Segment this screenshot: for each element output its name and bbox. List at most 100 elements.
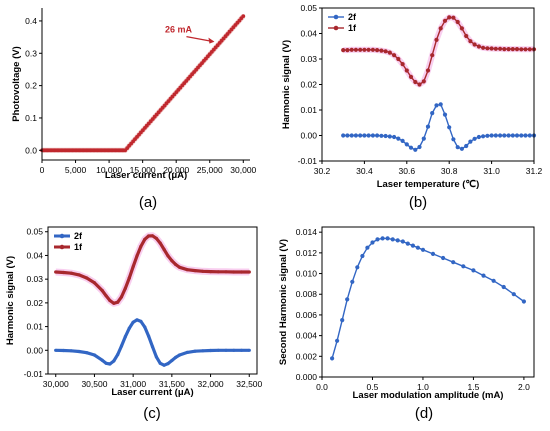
- series-line-2f-c: [55, 318, 250, 367]
- data-point-2f-c-28: [193, 349, 197, 353]
- y-tick-label-c-2: 0.01: [26, 322, 43, 332]
- data-point-1f-b-5: [362, 47, 367, 52]
- data-point-1f-b-40: [510, 47, 515, 52]
- x-tick-label-a-3: 15,000: [130, 165, 156, 175]
- data-point-2f-b-19: [421, 136, 426, 141]
- data-point-1f-c-30: [209, 270, 213, 274]
- y-tick-label-b-2: 0.01: [300, 105, 317, 115]
- x-tick-label-a-5: 25,000: [197, 165, 223, 175]
- data-point-series-d-16: [410, 243, 415, 248]
- y-tick-label-d-0: 0.000: [296, 372, 318, 382]
- data-point-1f-b-42: [519, 47, 524, 52]
- data-point-2f-c-0: [54, 348, 58, 352]
- data-point-1f-c-7: [104, 294, 108, 298]
- x-tick-label-b-4: 31.0: [483, 166, 500, 176]
- y-tick-label-b-1: 0.00: [300, 131, 317, 141]
- data-point-2f-b-34: [485, 133, 490, 138]
- x-axis-label-d: Laser modulation amplitude (mA): [353, 390, 504, 401]
- chart-b: 30.2 30.4 30.6 30.8 31.0 31.2 -0.01 0.00 0.01 0.0…: [281, 3, 543, 190]
- y-tick-label-d-6: 0.012: [296, 248, 318, 258]
- data-point-1f-b-10: [383, 49, 388, 54]
- data-point-1f-c-1: [61, 270, 66, 275]
- data-point-series-d-23: [471, 268, 476, 273]
- y-axis-label-a: Photovoltage (V): [11, 46, 22, 121]
- data-point-1f-b-25: [447, 15, 452, 20]
- data-point-2f-b-1: [345, 133, 350, 138]
- x-axis-label-a: Laser current (μA): [105, 170, 187, 181]
- chart-a: 0 5,000 10,000 15,000 20,000 25,000 30,000 0.0 0…: [11, 8, 257, 181]
- data-point-series-d-11: [385, 236, 390, 241]
- legend-marker-1f-c: [59, 244, 65, 250]
- data-point-2f-c-22: [162, 363, 166, 367]
- legend-label-2f-c: 2f: [74, 231, 83, 241]
- data-point-1f-c-28: [193, 269, 197, 273]
- data-point-2f-b-41: [514, 133, 520, 138]
- plot-frame-c: [47, 226, 258, 375]
- data-point-1f-c-25: [174, 262, 178, 267]
- data-point-series-d-24: [481, 273, 486, 278]
- data-point-series-a-120: [241, 14, 246, 18]
- data-point-2f-b-9: [379, 133, 384, 138]
- chart-c: 30,000 30,500 31,000 31,500 32,000 32,500 -0.0…: [5, 226, 263, 398]
- data-point-2f-c-4: [85, 351, 89, 355]
- y-tick-label-c-0: -0.01: [24, 369, 44, 379]
- data-point-2f-b-31: [472, 136, 477, 141]
- data-point-2f-b-10: [383, 133, 388, 139]
- data-point-2f-b-42: [519, 133, 524, 138]
- data-point-1f-b-20: [425, 68, 431, 73]
- data-point-2f-c-8: [108, 362, 112, 366]
- y-tick-label-b-6: 0.05: [300, 3, 317, 13]
- y-tick-label-d-4: 0.008: [296, 289, 318, 299]
- data-point-series-d-12: [390, 237, 395, 242]
- data-point-1f-b-2: [349, 47, 354, 52]
- data-point-2f-c-7: [104, 361, 108, 365]
- data-point-1f-b-30: [468, 39, 473, 44]
- data-point-1f-b-22: [434, 37, 439, 43]
- y-tick-label-b-3: 0.02: [300, 80, 317, 90]
- data-point-1f-c-26: [178, 265, 182, 269]
- data-point-1f-b-13: [396, 56, 401, 62]
- data-point-2f-b-8: [375, 133, 380, 138]
- data-point-2f-b-7: [370, 133, 375, 138]
- data-point-2f-b-25: [447, 125, 452, 130]
- data-point-1f-b-0: [341, 48, 346, 53]
- data-point-series-d-18: [420, 247, 426, 252]
- data-point-1f-b-18: [417, 82, 422, 87]
- data-point-1f-c-2: [69, 271, 73, 275]
- y-axis-label-c: Harmonic signal (V): [5, 256, 16, 345]
- data-point-1f-c-4: [85, 276, 89, 280]
- data-point-1f-c-3: [77, 273, 81, 277]
- x-tick-label-b-1: 30.4: [356, 166, 373, 176]
- data-point-1f-b-3: [353, 47, 358, 52]
- data-point-2f-b-44: [527, 133, 532, 138]
- data-point-1f-b-16: [408, 74, 414, 79]
- data-point-1f-c-12: [123, 286, 127, 290]
- chart-d: 0.0 0.5 1.0 1.5 2.0 0.000 0.002 0.004 0.006 0.008…: [278, 226, 535, 401]
- data-point-2f-b-0: [341, 133, 346, 138]
- y-axis-label-d: Second Harmonic signal (V): [278, 239, 289, 365]
- data-point-2f-b-33: [481, 134, 486, 139]
- x-tick-label-b-2: 30.6: [399, 166, 416, 176]
- data-point-2f-c-11: [119, 344, 124, 348]
- data-point-2f-b-40: [510, 133, 515, 138]
- data-point-series-d-22: [461, 264, 466, 269]
- plot-frame-d: [321, 226, 535, 378]
- data-point-series-d-7: [365, 245, 370, 250]
- data-point-2f-b-15: [404, 142, 409, 147]
- panel-label-b: (b): [409, 194, 427, 211]
- data-point-series-d-9: [375, 237, 380, 242]
- data-point-2f-b-16: [408, 145, 414, 150]
- x-tick-label-a-4: 20,000: [163, 165, 189, 175]
- data-point-2f-c-16: [139, 319, 143, 323]
- x-tick-label-a-1: 5,000: [65, 165, 87, 175]
- data-point-series-d-21: [451, 260, 456, 265]
- data-point-1f-b-44: [527, 47, 532, 52]
- data-point-series-d-1: [335, 338, 340, 343]
- annotation-text-a: 26 mA: [165, 25, 193, 35]
- data-point-series-d-4: [350, 279, 355, 284]
- y-tick-label-d-1: 0.002: [296, 351, 318, 361]
- data-point-2f-b-36: [493, 133, 498, 138]
- data-point-2f-b-37: [498, 133, 503, 138]
- y-tick-label-b-0: -0.01: [298, 156, 318, 166]
